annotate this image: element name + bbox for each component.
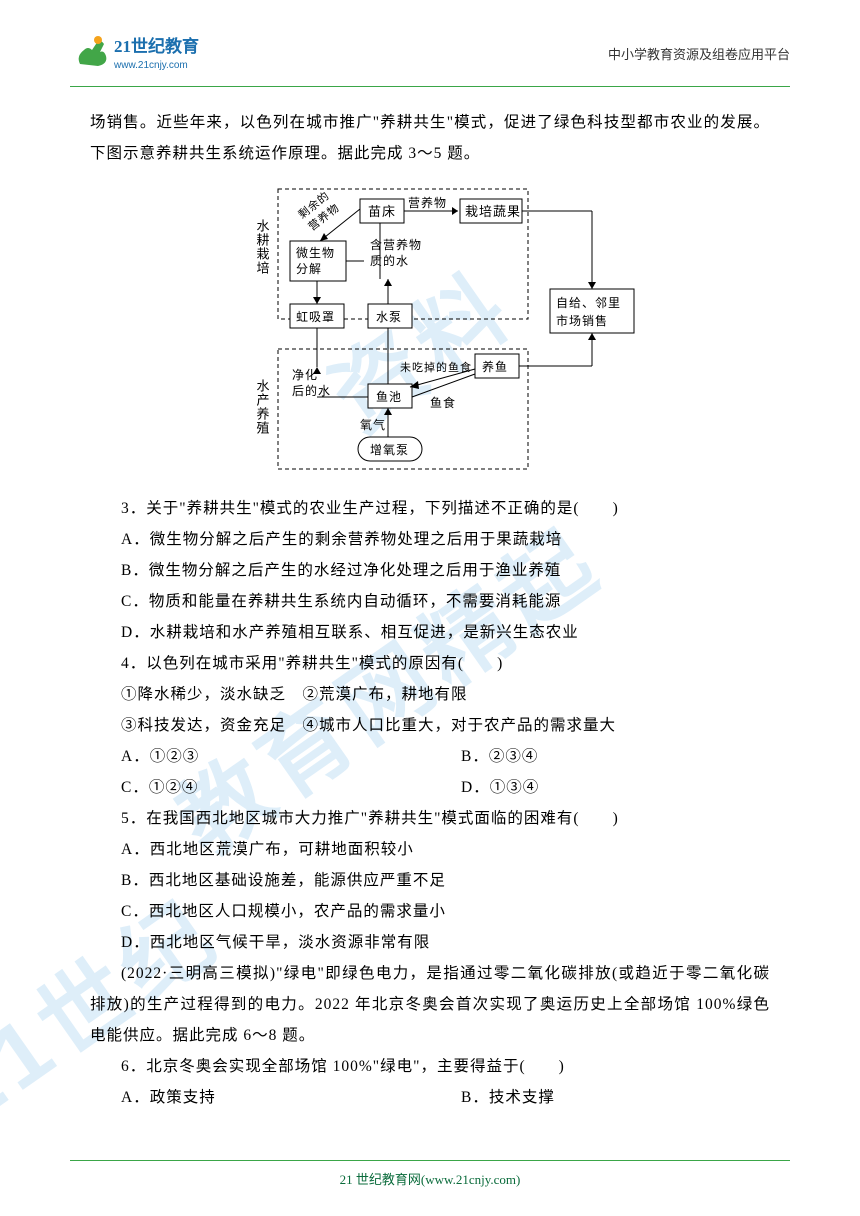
logo-url-text: www.21cnjy.com	[113, 60, 188, 71]
text-seedbed: 苗床	[368, 204, 396, 219]
q4-opt-a: A．①②③	[90, 741, 430, 772]
text-oxygen: 氧气	[360, 417, 386, 432]
text-veg: 栽培蔬果	[465, 204, 521, 219]
text-microbe2: 分解	[296, 262, 322, 276]
label-hydroponic: 水耕栽培	[255, 219, 270, 275]
logo: 21世纪教育 www.21cnjy.com	[70, 30, 220, 76]
content-area: 场销售。近些年来，以色列在城市推广"养耕共生"模式，促进了绿色科技型都市农业的发…	[0, 87, 860, 1113]
arrowhead	[384, 279, 392, 286]
passage2: (2022·三明高三模拟)"绿电"即绿色电力，是指通过零二氧化碳排放(或趋近于零…	[90, 958, 770, 1051]
q3-opt-a: A．微生物分解之后产生的剩余营养物处理之后用于果蔬栽培	[90, 524, 770, 555]
q5-opt-b: B．西北地区基础设施差，能源供应严重不足	[90, 865, 770, 896]
text-oxypump: 增氧泵	[370, 443, 409, 457]
text-fishfood: 鱼食	[430, 395, 456, 410]
q3-opt-b: B．微生物分解之后产生的水经过净化处理之后用于渔业养殖	[90, 555, 770, 586]
text-nutrwater1: 含营养物	[370, 237, 422, 252]
q6-stem: 6．北京冬奥会实现全部场馆 100%"绿电"，主要得益于( )	[90, 1051, 770, 1082]
text-nutrient: 营养物	[408, 195, 447, 210]
text-market2: 市场销售	[556, 313, 608, 328]
q4-enum2: ③科技发达，资金充足 ④城市人口比重大，对于农产品的需求量大	[90, 710, 770, 741]
footer-text: 21 世纪教育网(www.21cnjy.com)	[340, 1172, 521, 1187]
arrowhead	[588, 282, 596, 289]
text-siphon: 虹吸罩	[296, 310, 335, 324]
label-aquaculture: 水产养殖	[255, 379, 270, 435]
arrowhead	[320, 233, 328, 241]
text-market1: 自给、邻里	[556, 296, 621, 310]
footer-rule	[70, 1160, 790, 1161]
text-fishpond: 鱼池	[376, 390, 402, 404]
text-leftoverfood: 未吃掉的鱼食	[400, 360, 472, 374]
q5-opt-c: C．西北地区人口规模小，农产品的需求量小	[90, 896, 770, 927]
q4-opt-d: D．①③④	[430, 772, 770, 803]
text-purified1: 净化	[292, 368, 318, 382]
q5-opt-d: D．西北地区气候干旱，淡水资源非常有限	[90, 927, 770, 958]
text-pump: 水泵	[376, 310, 402, 324]
q3-opt-d: D．水耕栽培和水产养殖相互联系、相互促进，是新兴生态农业	[90, 617, 770, 648]
header-right-text: 中小学教育资源及组卷应用平台	[608, 44, 790, 63]
q5-stem: 5．在我国西北地区城市大力推广"养耕共生"模式面临的困难有( )	[90, 803, 770, 834]
text-purified2: 后的水	[292, 383, 331, 398]
q4-row-ab: A．①②③ B．②③④	[90, 741, 770, 772]
page-header: 21世纪教育 www.21cnjy.com 中小学教育资源及组卷应用平台	[0, 0, 860, 86]
text-fish: 养鱼	[482, 359, 508, 374]
q3-stem: 3．关于"养耕共生"模式的农业生产过程，下列描述不正确的是( )	[90, 493, 770, 524]
arrowhead	[588, 333, 596, 340]
q5-opt-a: A．西北地区荒漠广布，可耕地面积较小	[90, 834, 770, 865]
q6-opt-b: B．技术支撑	[430, 1082, 770, 1113]
logo-top-text: 21世纪教育	[114, 36, 199, 56]
text-microbe1: 微生物	[296, 246, 335, 260]
q6-opt-a: A．政策支持	[90, 1082, 430, 1113]
arrowhead	[452, 207, 458, 215]
aquaponics-diagram: 水耕栽培 水产养殖 苗床 营养物 栽培蔬果 剩余的 营养物 微生物 分解 含营养…	[220, 179, 640, 479]
arrowhead	[313, 297, 321, 304]
q3-opt-c: C．物质和能量在养耕共生系统内自动循环，不需要消耗能源	[90, 586, 770, 617]
q4-opt-c: C．①②④	[90, 772, 430, 803]
q4-enum1: ①降水稀少，淡水缺乏 ②荒漠广布，耕地有限	[90, 679, 770, 710]
diagram-container: 水耕栽培 水产养殖 苗床 营养物 栽培蔬果 剩余的 营养物 微生物 分解 含营养…	[90, 179, 770, 479]
text-nutrwater2: 质的水	[370, 253, 409, 268]
page-footer: 21 世纪教育网(www.21cnjy.com)	[0, 1160, 860, 1188]
logo-svg: 21世纪教育 www.21cnjy.com	[70, 30, 220, 76]
q4-opt-b: B．②③④	[430, 741, 770, 772]
intro-continuation: 场销售。近些年来，以色列在城市推广"养耕共生"模式，促进了绿色科技型都市农业的发…	[90, 107, 770, 169]
q4-stem: 4．以色列在城市采用"养耕共生"模式的原因有( )	[90, 648, 770, 679]
arrowhead	[384, 408, 392, 415]
q6-row-ab: A．政策支持 B．技术支撑	[90, 1082, 770, 1113]
q4-row-cd: C．①②④ D．①③④	[90, 772, 770, 803]
